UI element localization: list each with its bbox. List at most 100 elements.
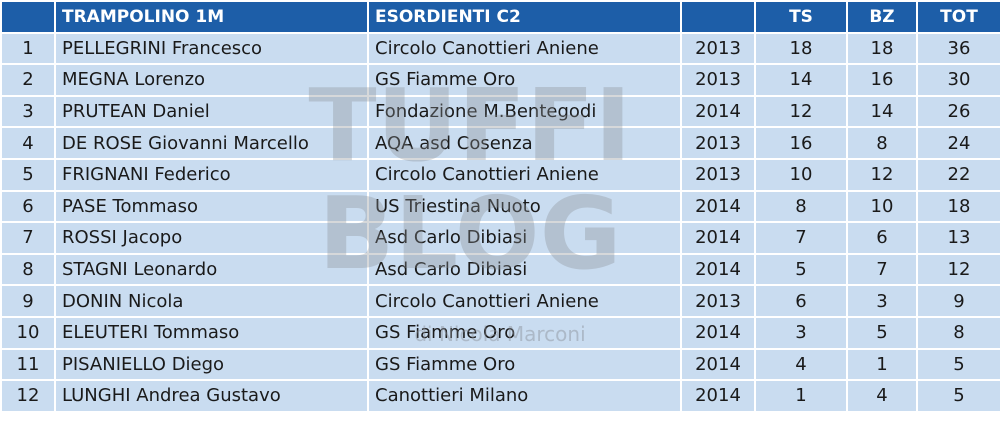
cell: 12 [846, 157, 918, 192]
cell: 3 [754, 315, 848, 350]
cell: 12 [916, 252, 1000, 287]
cell: 5 [916, 347, 1000, 382]
cell: PISANIELLO Diego [54, 347, 369, 382]
cell: LUNGHI Andrea Gustavo [54, 379, 369, 413]
cell: PELLEGRINI Francesco [54, 31, 369, 66]
cell: 22 [916, 157, 1000, 192]
cell: FRIGNANI Federico [54, 157, 369, 192]
cell: 3 [0, 94, 56, 129]
cell: 12 [754, 94, 848, 129]
cell: 8 [0, 252, 56, 287]
header-cell [680, 0, 756, 34]
cell: DONIN Nicola [54, 284, 369, 318]
header-row: TRAMPOLINO 1M ESORDIENTI C2 TS BZ TOT [0, 0, 1000, 34]
cell: STAGNI Leonardo [54, 252, 369, 287]
cell: 7 [846, 252, 918, 287]
cell: 2013 [680, 31, 756, 66]
cell: GS Fiamme Oro [367, 315, 682, 350]
cell: 8 [846, 126, 918, 160]
result-row: 10 ELEUTERI Tommaso GS Fiamme Oro 2014 3 5 8 [0, 315, 1000, 350]
cell: 2013 [680, 63, 756, 97]
cell: GS Fiamme Oro [367, 63, 682, 97]
cell: 18 [754, 31, 848, 66]
cell: 2014 [680, 189, 756, 224]
cell: 8 [916, 315, 1000, 350]
result-row: 8 STAGNI Leonardo Asd Carlo Dibiasi 2014 5 7 1… [0, 252, 1000, 287]
cell: 5 [754, 252, 848, 287]
cell: 1 [754, 379, 848, 413]
cell: 8 [754, 189, 848, 224]
cell: 14 [846, 94, 918, 129]
cell: 4 [754, 347, 848, 382]
result-row: 4 DE ROSE Giovanni Marcello AQA asd Cosenz… [0, 126, 1000, 160]
cell: DE ROSE Giovanni Marcello [54, 126, 369, 160]
header-cell: ESORDIENTI C2 [367, 0, 682, 34]
cell: 6 [0, 189, 56, 224]
cell: 1 [0, 31, 56, 66]
header-cell: TS [754, 0, 848, 34]
cell: PRUTEAN Daniel [54, 94, 369, 129]
cell: 9 [0, 284, 56, 318]
cell: 2013 [680, 284, 756, 318]
cell: 5 [0, 157, 56, 192]
cell: 2014 [680, 94, 756, 129]
cell: 26 [916, 94, 1000, 129]
cell: 6 [754, 284, 848, 318]
header-cell: TRAMPOLINO 1M [54, 0, 369, 34]
cell: 2014 [680, 315, 756, 350]
cell: 30 [916, 63, 1000, 97]
header-cell [0, 0, 56, 34]
cell: AQA asd Cosenza [367, 126, 682, 160]
cell: 10 [0, 315, 56, 350]
cell: 4 [0, 126, 56, 160]
header-cell: BZ [846, 0, 918, 34]
result-row: 3 PRUTEAN Daniel Fondazione M.Bentegodi 201… [0, 94, 1000, 129]
cell: 2014 [680, 347, 756, 382]
cell: 4 [846, 379, 918, 413]
cell: Asd Carlo Dibiasi [367, 221, 682, 255]
cell: 2014 [680, 221, 756, 255]
cell: 18 [846, 31, 918, 66]
result-row: 5 FRIGNANI Federico Circolo Canottieri Ani… [0, 157, 1000, 192]
cell: Asd Carlo Dibiasi [367, 252, 682, 287]
cell: 7 [0, 221, 56, 255]
result-row: 6 PASE Tommaso US Triestina Nuoto 2014 8 10 18 [0, 189, 1000, 224]
cell: MEGNA Lorenzo [54, 63, 369, 97]
cell: PASE Tommaso [54, 189, 369, 224]
result-row: 9 DONIN Nicola Circolo Canottieri Aniene 20… [0, 284, 1000, 318]
cell: ELEUTERI Tommaso [54, 315, 369, 350]
cell: 16 [754, 126, 848, 160]
cell: 24 [916, 126, 1000, 160]
cell: 11 [0, 347, 56, 382]
cell: 10 [846, 189, 918, 224]
cell: Circolo Canottieri Aniene [367, 284, 682, 318]
cell: 9 [916, 284, 1000, 318]
cell: 5 [916, 379, 1000, 413]
cell: 3 [846, 284, 918, 318]
cell: 36 [916, 31, 1000, 66]
cell: 2014 [680, 252, 756, 287]
cell: Circolo Canottieri Aniene [367, 157, 682, 192]
cell: 16 [846, 63, 918, 97]
result-row: 7 ROSSI Jacopo Asd Carlo Dibiasi 2014 7 6 13 [0, 221, 1000, 255]
cell: 1 [846, 347, 918, 382]
result-row: 2 MEGNA Lorenzo GS Fiamme Oro 2013 14 16 30 [0, 63, 1000, 97]
cell: 12 [0, 379, 56, 413]
cell: 2 [0, 63, 56, 97]
cell: ROSSI Jacopo [54, 221, 369, 255]
cell: GS Fiamme Oro [367, 347, 682, 382]
result-row: 1 PELLEGRINI Francesco Circolo Canottieri … [0, 31, 1000, 66]
cell: 13 [916, 221, 1000, 255]
cell: 2013 [680, 157, 756, 192]
cell: 10 [754, 157, 848, 192]
cell: 2014 [680, 379, 756, 413]
cell: 7 [754, 221, 848, 255]
cell: 18 [916, 189, 1000, 224]
result-row: 11 PISANIELLO Diego GS Fiamme Oro 2014 4 1 5 [0, 347, 1000, 382]
cell: 5 [846, 315, 918, 350]
cell: 6 [846, 221, 918, 255]
cell: US Triestina Nuoto [367, 189, 682, 224]
header-cell: TOT [916, 0, 1000, 34]
